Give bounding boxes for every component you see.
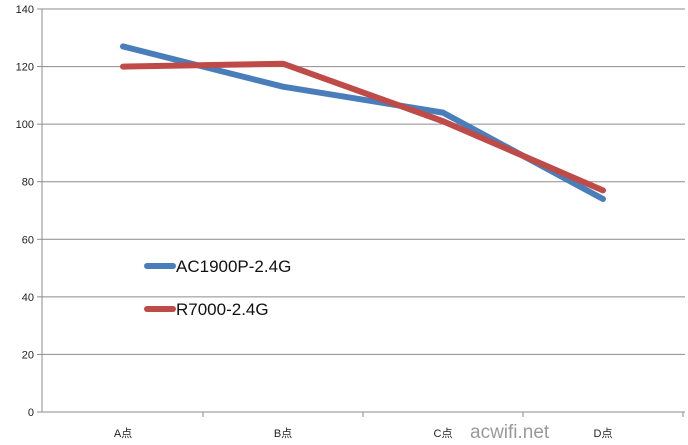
y-tick-label-2: 40 <box>22 292 34 304</box>
legend-label-0: AC1900P-2.4G <box>176 257 291 276</box>
series-line-0 <box>120 43 606 202</box>
y-tick-label-1: 20 <box>22 349 34 361</box>
y-tick-label-3: 60 <box>22 234 34 246</box>
y-tick-label-6: 120 <box>16 62 34 74</box>
y-tick-label-5: 100 <box>16 119 34 131</box>
legend-label-1: R7000-2.4G <box>176 300 269 319</box>
series-line-1 <box>120 60 606 194</box>
axes <box>41 9 685 413</box>
x-tick-label-0: A点 <box>114 427 132 440</box>
y-tick-label-4: 80 <box>22 177 34 189</box>
x-tick-label-2: C点 <box>434 427 453 440</box>
legend: AC1900P-2.4G R7000-2.4G <box>144 257 291 319</box>
y-tick-label-7: 140 <box>16 4 34 16</box>
y-tick-label-0: 0 <box>28 407 34 419</box>
series-lines <box>120 43 606 202</box>
watermark-text: acwifi.net <box>470 422 550 443</box>
x-tick-label-3: D点 <box>594 427 613 440</box>
x-tick-label-1: B点 <box>274 427 292 440</box>
y-axis-ticks: 0 20 40 60 80 100 120 140 <box>16 4 42 419</box>
x-axis-ticks: A点 B点 C点 D点 <box>114 412 684 440</box>
